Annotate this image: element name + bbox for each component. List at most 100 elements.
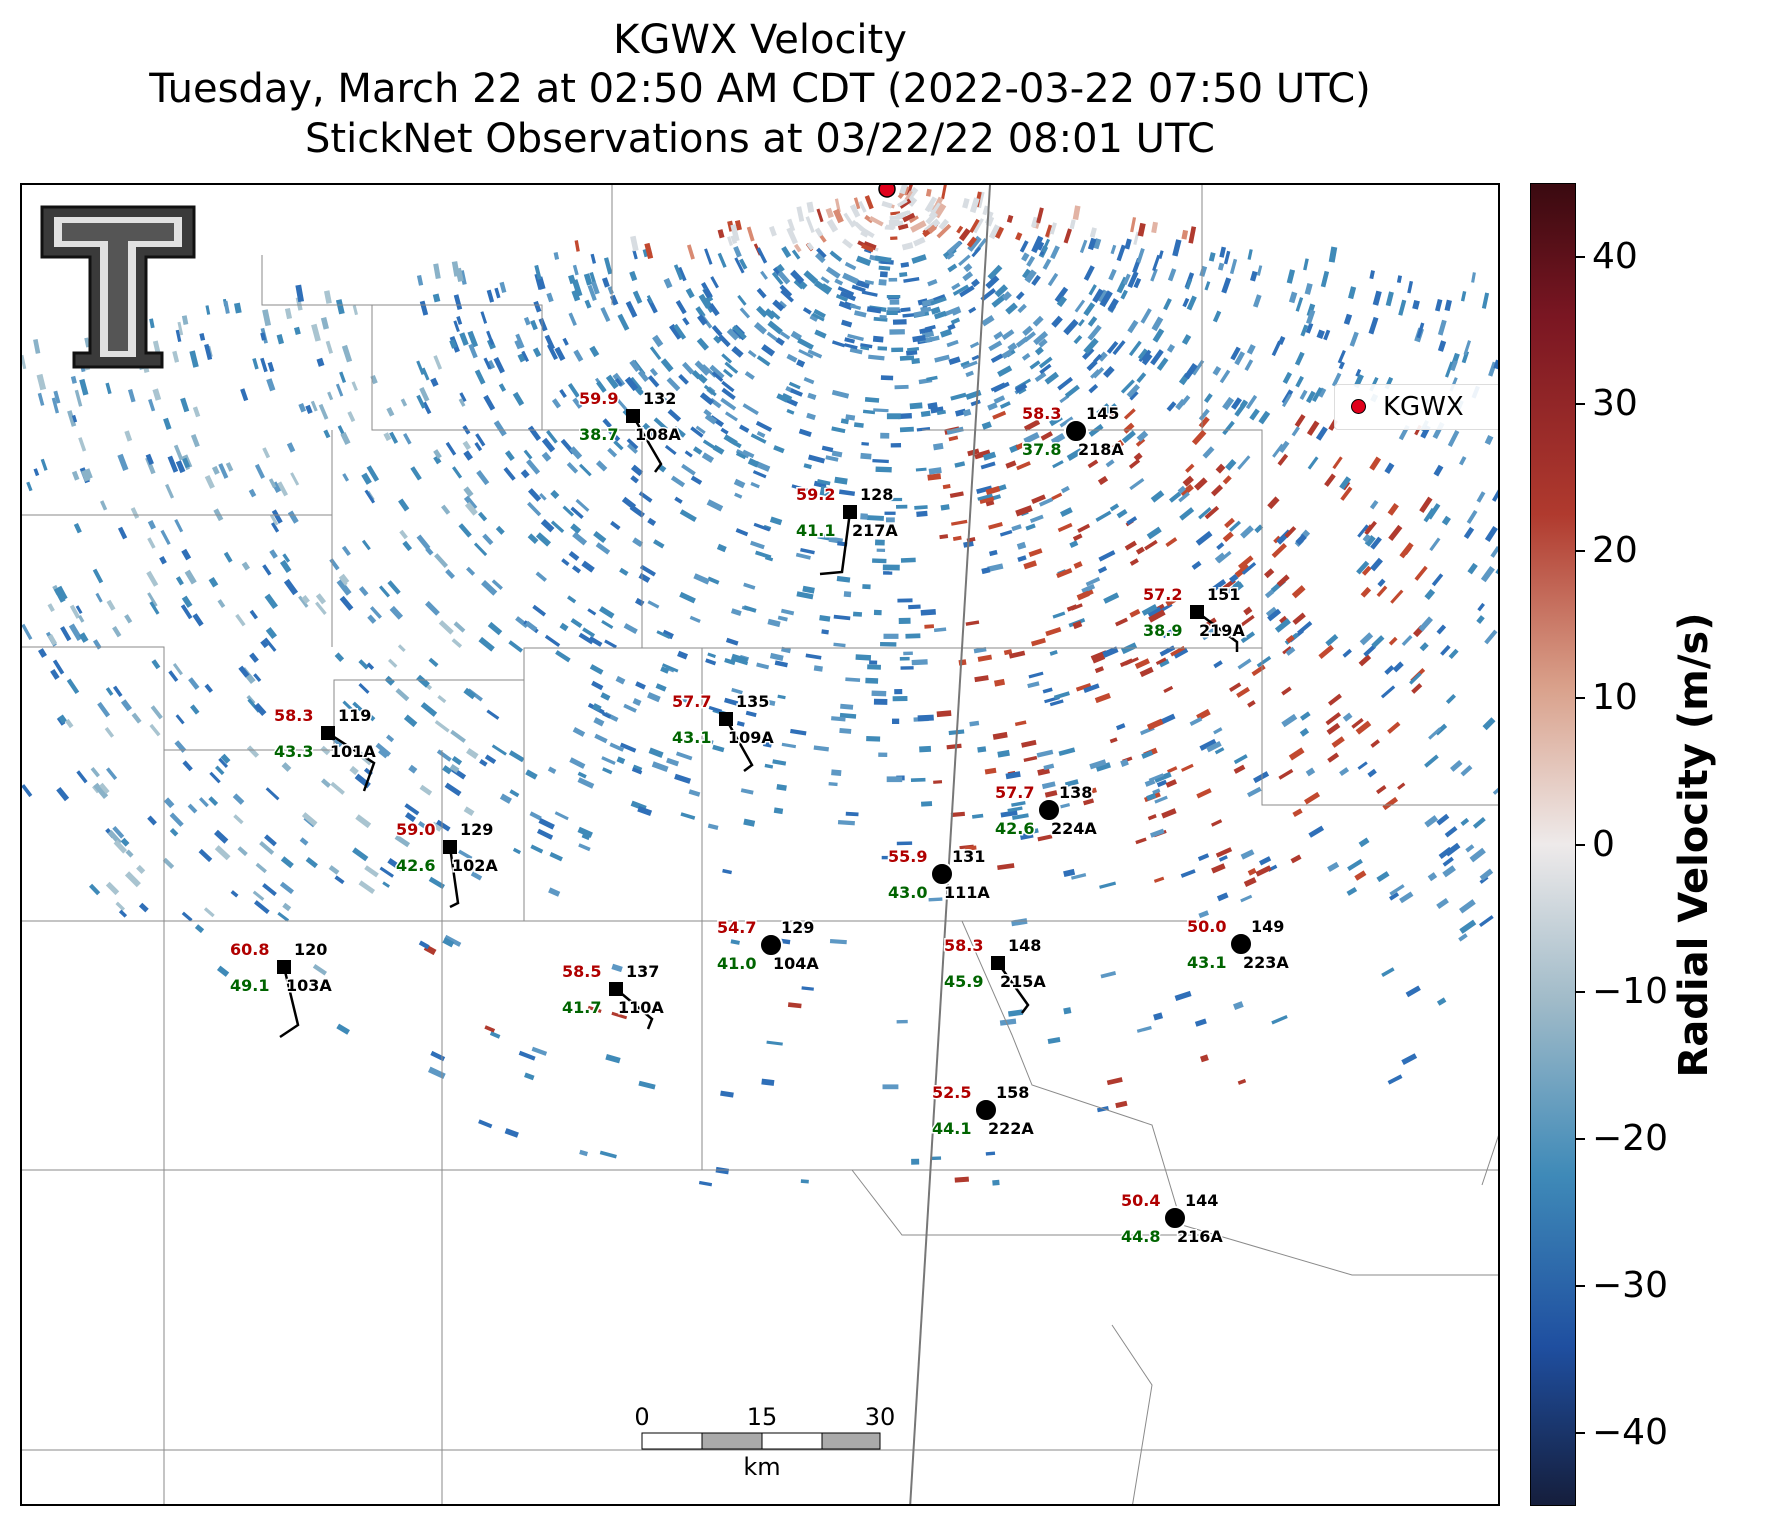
station-temperature: 54.7 [717, 918, 756, 937]
wind-barb-icon [327, 731, 376, 792]
colorbar [1530, 183, 1576, 1506]
wind-barb-icon [631, 415, 663, 473]
wind-barb-icon [1196, 611, 1239, 652]
county-borders [22, 185, 1498, 1504]
station-216a[interactable]: 50.4 144 44.8 216A [1120, 1190, 1225, 1248]
calm-wind-icon [1163, 1206, 1187, 1230]
station-id: 103A [286, 976, 332, 995]
station-id: 104A [773, 954, 819, 973]
station-103a[interactable]: 60.8 120 49.1 103A [229, 939, 334, 1039]
station-temperature: 57.7 [995, 783, 1034, 802]
station-215a[interactable]: 58.3 148 45.9 215A [943, 935, 1048, 1014]
highway-line [909, 185, 991, 1504]
station-temperature: 58.3 [274, 706, 313, 725]
station-dewpoint: 43.1 [672, 728, 711, 747]
scale-unit: km [743, 1453, 780, 1481]
station-id: 216A [1177, 1227, 1223, 1246]
legend-label: KGWX [1383, 392, 1464, 422]
station-dewpoint: 42.6 [396, 856, 435, 875]
station-dewpoint: 43.1 [1187, 953, 1226, 972]
station-id: 218A [1078, 440, 1124, 459]
colorbar-tick [1576, 549, 1585, 552]
station-222a[interactable]: 52.5 158 44.1 222A [931, 1082, 1036, 1140]
station-square-icon [843, 505, 857, 519]
scale-label-30: 30 [865, 1403, 896, 1431]
stations-layer: 59.9 132 38.7 108A 58.3 145 37.8 218A 59.2 128 41.… [229, 388, 1291, 1248]
colorbar-tick-label: −30 [1592, 1264, 1668, 1306]
wind-barb-icon [724, 718, 754, 772]
station-111a[interactable]: 55.9 131 43.0 111A [887, 846, 992, 904]
station-square-icon [626, 409, 640, 423]
station-temperature: 58.3 [1022, 404, 1061, 423]
title-radar: KGWX Velocity [613, 17, 907, 63]
station-id: 101A [330, 742, 376, 761]
radar-site-icon [1351, 399, 1366, 414]
colorbar-tick-label: −10 [1592, 970, 1668, 1012]
station-223a[interactable]: 50.0 149 43.1 223A [1186, 916, 1291, 974]
wind-barb-icon [996, 962, 1030, 1014]
station-square-icon [277, 960, 291, 974]
station-square-icon [443, 840, 457, 854]
station-temperature: 60.8 [230, 940, 269, 959]
station-temperature: 52.5 [932, 1083, 971, 1102]
colorbar-tick [1576, 1137, 1585, 1140]
wind-barb-icon [448, 846, 460, 909]
station-pressure: 144 [1185, 1191, 1218, 1210]
station-110a[interactable]: 58.5 137 41.7 110A [561, 961, 666, 1030]
station-dewpoint: 41.1 [796, 521, 835, 540]
radar-map[interactable]: 59.9 132 38.7 108A 58.3 145 37.8 218A 59.2 128 41.… [20, 183, 1500, 1506]
station-109a[interactable]: 57.7 135 43.1 109A [671, 691, 776, 772]
station-pressure: 158 [996, 1083, 1029, 1102]
colorbar-tick-label: −40 [1592, 1411, 1668, 1453]
colorbar-tick [1576, 402, 1585, 405]
station-id: 224A [1051, 819, 1097, 838]
radar-site-marker [878, 185, 896, 198]
station-dewpoint: 45.9 [944, 972, 983, 991]
station-pressure: 135 [736, 692, 769, 711]
station-temperature: 50.4 [1121, 1191, 1160, 1210]
velocity-field [22, 185, 1498, 1187]
map-canvas: 59.9 132 38.7 108A 58.3 145 37.8 218A 59.2 128 41.… [22, 185, 1498, 1504]
texas-tech-logo [40, 205, 196, 369]
station-temperature: 59.2 [796, 485, 835, 504]
calm-wind-icon [930, 862, 954, 886]
station-108a[interactable]: 59.9 132 38.7 108A [578, 388, 683, 473]
station-102a[interactable]: 59.0 129 42.6 102A [395, 819, 500, 909]
map-legend: KGWX [1334, 384, 1498, 430]
station-id: 109A [728, 728, 774, 747]
station-101a[interactable]: 58.3 119 43.3 101A [273, 705, 378, 792]
station-square-icon [321, 726, 335, 740]
calm-wind-icon [974, 1098, 998, 1122]
scale-label-15: 15 [747, 1403, 778, 1431]
station-224a[interactable]: 57.7 138 42.6 224A [994, 782, 1099, 840]
station-temperature: 59.9 [579, 389, 618, 408]
station-pressure: 145 [1086, 404, 1119, 423]
colorbar-tick [1576, 1431, 1585, 1434]
station-pressure: 129 [781, 918, 814, 937]
calm-wind-icon [1037, 798, 1061, 822]
station-pressure: 149 [1251, 917, 1284, 936]
wind-barb-icon [615, 988, 654, 1030]
station-id: 217A [852, 521, 898, 540]
station-dewpoint: 43.3 [274, 742, 313, 761]
station-218a[interactable]: 58.3 145 37.8 218A [1021, 403, 1126, 461]
station-id: 222A [988, 1119, 1034, 1138]
station-dewpoint: 41.7 [562, 998, 601, 1017]
station-pressure: 137 [626, 962, 659, 981]
title-observations: StickNet Observations at 03/22/22 08:01 … [305, 116, 1215, 162]
station-square-icon [991, 956, 1005, 970]
station-pressure: 151 [1207, 585, 1240, 604]
station-217a[interactable]: 59.2 128 41.1 217A [795, 484, 900, 576]
station-219a[interactable]: 57.2 151 38.9 219A [1142, 584, 1247, 652]
station-id: 102A [452, 856, 498, 875]
colorbar-tick [1576, 843, 1585, 846]
scale-label-0: 0 [634, 1403, 649, 1431]
station-pressure: 120 [294, 940, 327, 959]
colorbar-tick-label: 10 [1592, 676, 1638, 718]
station-104a[interactable]: 54.7 129 41.0 104A [716, 917, 821, 975]
station-pressure: 129 [460, 820, 493, 839]
station-id: 111A [944, 883, 990, 902]
colorbar-tick [1576, 990, 1585, 993]
station-id: 110A [618, 998, 664, 1017]
station-temperature: 55.9 [888, 847, 927, 866]
